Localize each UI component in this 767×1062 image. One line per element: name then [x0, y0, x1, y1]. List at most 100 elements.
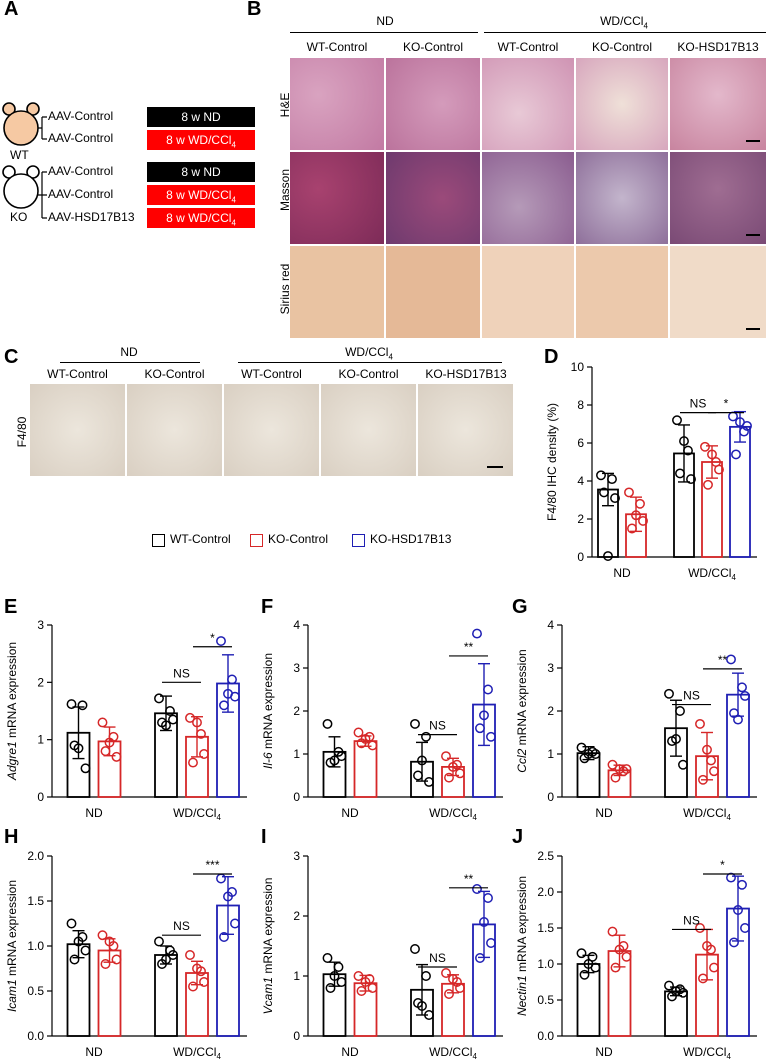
c-col-label: WT-Control — [241, 367, 302, 381]
study-design-tree — [2, 102, 47, 219]
data-point — [104, 936, 115, 947]
data-point — [325, 983, 336, 993]
y-tick-label: 2.0 — [537, 885, 554, 899]
y-tick-label: 0 — [577, 550, 584, 564]
data-point — [695, 923, 705, 933]
y-axis-label: Adgre1 mRNA expression — [5, 642, 19, 781]
histology-tile-sirius-red — [670, 246, 766, 338]
data-point — [360, 734, 371, 744]
data-point — [199, 977, 209, 987]
data-point — [607, 759, 618, 770]
data-point — [729, 937, 739, 948]
y-tick-label: 0.5 — [27, 984, 44, 998]
data-point — [698, 973, 708, 984]
c-header-wd: WD/CCl4 — [345, 345, 393, 362]
data-point — [596, 470, 606, 481]
panel-label-c: C — [4, 346, 19, 368]
data-point — [353, 727, 364, 738]
data-point — [614, 764, 625, 775]
significance-label: ** — [718, 653, 728, 667]
histology-tile-sirius-red — [482, 246, 574, 338]
histology-tile-he — [290, 58, 384, 150]
scale-bar — [746, 328, 760, 330]
diet-bar-wd: 8 w WD/CCl4 — [147, 185, 255, 205]
chart-ccl2: 0 1 2 3 4 Ccl2 mRNA expression ND WD/CCl4 NS ** — [515, 618, 757, 822]
data-point — [219, 700, 229, 711]
data-point — [631, 510, 641, 521]
data-point — [583, 959, 594, 969]
y-tick-label: 2 — [293, 704, 300, 718]
x-tick-label: ND — [85, 1045, 103, 1059]
y-tick-label: 4 — [547, 618, 554, 632]
b-col-label: WT-Control — [497, 40, 559, 54]
data-point — [702, 744, 712, 755]
data-point — [607, 474, 617, 485]
significance-label: *** — [205, 858, 219, 872]
data-point — [97, 717, 108, 728]
significance-label: * — [210, 631, 215, 645]
c-divider — [238, 362, 502, 363]
data-point — [353, 971, 364, 981]
panel-label-g: G — [512, 596, 528, 618]
data-point — [621, 764, 632, 775]
x-tick-label: ND — [595, 1045, 613, 1059]
diet-label: 8 w WD/CCl4 — [166, 133, 236, 150]
data-point — [610, 772, 621, 783]
data-point — [73, 936, 84, 947]
data-point — [448, 974, 458, 984]
significance-label: ** — [464, 872, 474, 886]
data-point — [486, 731, 496, 742]
data-point — [97, 930, 108, 941]
panel-label-a: A — [4, 0, 19, 20]
histology-tile-he — [670, 58, 766, 150]
legend-swatch-hsd — [352, 534, 365, 547]
significance-label: NS — [683, 913, 700, 927]
data-point — [700, 441, 710, 452]
data-point — [227, 674, 237, 685]
y-tick-label: 1.5 — [27, 894, 44, 908]
data-point — [329, 755, 340, 766]
y-tick-label: 0 — [37, 790, 44, 804]
data-point — [73, 743, 84, 754]
histology-tile-sirius-red — [386, 246, 480, 338]
data-point — [77, 700, 88, 711]
histology-tile-masson — [482, 152, 574, 244]
diet-bar-wd: 8 w WD/CCl4 — [147, 130, 255, 150]
y-tick-label: 3 — [37, 618, 44, 632]
y-axis-label: F4/80 IHC density (%) — [545, 403, 559, 521]
y-tick-label: 3 — [293, 849, 300, 863]
y-axis-label: Nectin1 mRNA expression — [515, 876, 529, 1016]
data-point — [322, 718, 333, 729]
c-col-label: KO-Control — [338, 367, 399, 381]
significance-label: NS — [173, 919, 190, 933]
x-tick-label: ND — [341, 1045, 359, 1059]
y-tick-label: 10 — [571, 360, 585, 374]
data-point — [703, 479, 713, 490]
data-point — [66, 918, 77, 929]
aav-label: AAV-Control — [48, 164, 114, 178]
y-tick-label: 0 — [293, 790, 300, 804]
data-point — [576, 948, 587, 959]
significance-label: NS — [173, 666, 190, 680]
data-point — [671, 734, 681, 744]
data-point — [188, 757, 198, 768]
ihc-tile-f480 — [418, 384, 513, 476]
wt-mouse-icon — [2, 102, 40, 146]
y-tick-label: 6 — [577, 436, 584, 450]
data-point — [737, 879, 747, 890]
panel-label-i: I — [261, 826, 267, 848]
data-point — [219, 932, 229, 942]
data-point — [80, 945, 91, 956]
data-point — [161, 954, 171, 965]
histology-tile-masson — [670, 152, 766, 244]
data-point — [66, 699, 77, 710]
data-point — [695, 718, 705, 729]
panel-label-f: F — [261, 596, 274, 618]
panel-label-j: J — [512, 826, 524, 848]
scale-bar — [746, 140, 760, 142]
data-point — [698, 774, 708, 785]
c-col-label: KO-Control — [144, 367, 205, 381]
histology-tile-masson — [290, 152, 384, 244]
aav-label: AAV-HSD17B13 — [48, 210, 135, 224]
legend-label: KO-HSD17B13 — [370, 532, 452, 546]
